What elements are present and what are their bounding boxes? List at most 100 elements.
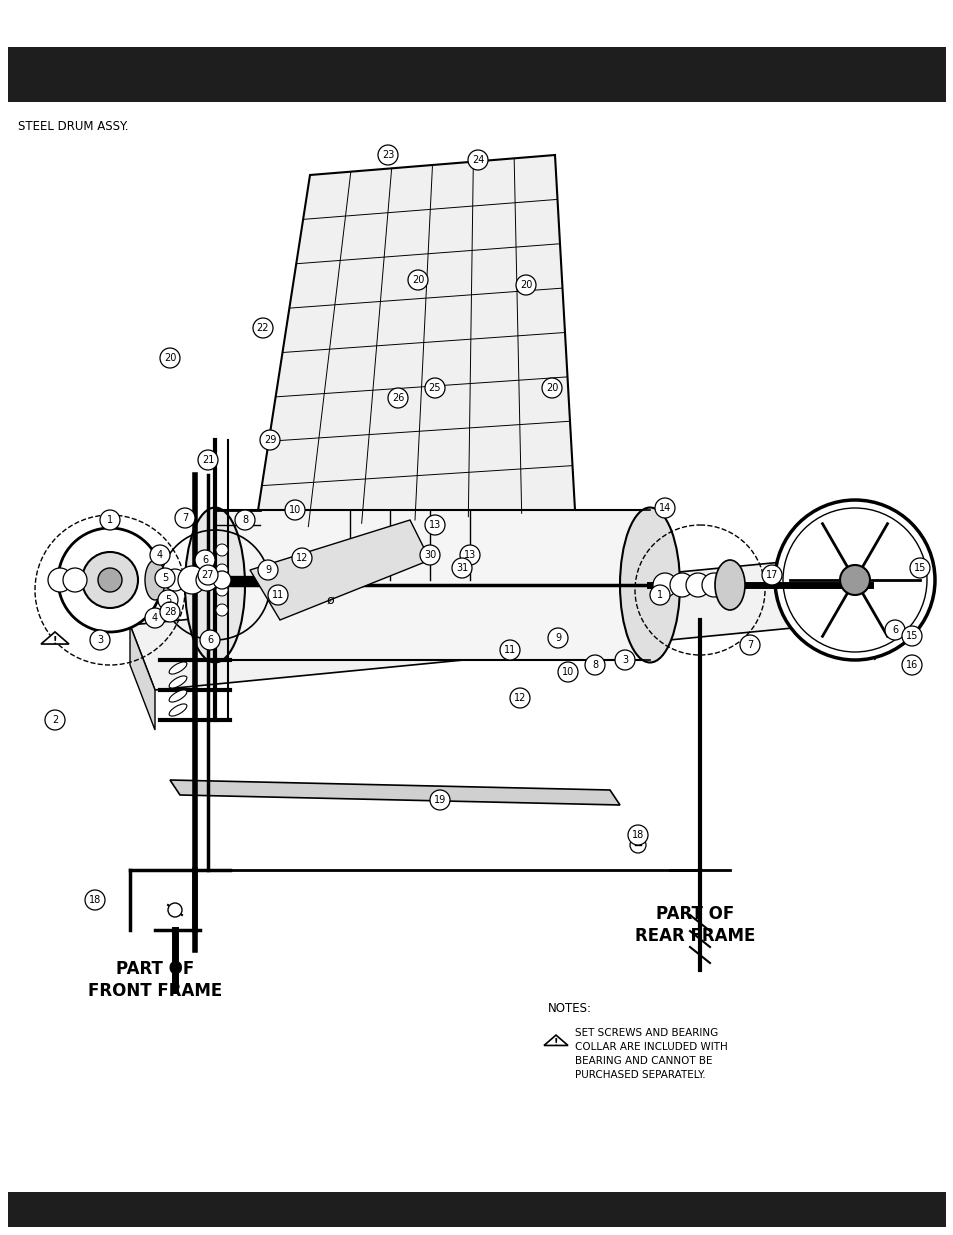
Text: NOTES:: NOTES: xyxy=(547,1002,592,1015)
Text: 11: 11 xyxy=(272,590,284,600)
Text: 3: 3 xyxy=(97,635,103,645)
Circle shape xyxy=(58,529,162,632)
Circle shape xyxy=(452,558,472,578)
Text: 11: 11 xyxy=(503,645,516,655)
Text: 10: 10 xyxy=(561,667,574,677)
Text: 9: 9 xyxy=(265,564,271,576)
Polygon shape xyxy=(214,510,649,659)
Text: PART OF
FRONT FRAME: PART OF FRONT FRAME xyxy=(88,960,222,1000)
Text: 12: 12 xyxy=(514,693,526,703)
Text: 2: 2 xyxy=(51,715,58,725)
Text: 26: 26 xyxy=(392,393,404,403)
Circle shape xyxy=(82,552,138,608)
Circle shape xyxy=(627,825,647,845)
Circle shape xyxy=(168,903,182,918)
Circle shape xyxy=(48,568,71,592)
Text: 31: 31 xyxy=(456,563,468,573)
Ellipse shape xyxy=(145,559,165,600)
Circle shape xyxy=(213,571,231,589)
Circle shape xyxy=(510,688,530,708)
Text: 4: 4 xyxy=(157,550,163,559)
Ellipse shape xyxy=(714,559,744,610)
Polygon shape xyxy=(130,625,154,730)
Circle shape xyxy=(292,548,312,568)
Circle shape xyxy=(615,650,635,671)
Text: 3: 3 xyxy=(621,655,627,664)
Circle shape xyxy=(558,662,578,682)
Text: 20: 20 xyxy=(545,383,558,393)
Text: 10: 10 xyxy=(289,505,301,515)
Circle shape xyxy=(200,630,220,650)
Circle shape xyxy=(669,573,693,597)
Circle shape xyxy=(194,550,214,571)
Text: 6: 6 xyxy=(202,555,208,564)
Circle shape xyxy=(459,545,479,564)
Polygon shape xyxy=(130,555,874,690)
Circle shape xyxy=(424,515,444,535)
Text: PART OF
REAR FRAME: PART OF REAR FRAME xyxy=(634,905,755,945)
Circle shape xyxy=(541,378,561,398)
Polygon shape xyxy=(854,555,874,659)
Text: 14: 14 xyxy=(659,503,670,513)
Circle shape xyxy=(260,430,280,450)
Circle shape xyxy=(701,573,725,597)
Circle shape xyxy=(215,543,228,556)
Circle shape xyxy=(150,545,170,564)
Text: 22: 22 xyxy=(256,324,269,333)
Text: 13: 13 xyxy=(463,550,476,559)
Text: 15: 15 xyxy=(904,631,917,641)
Circle shape xyxy=(215,584,228,597)
Circle shape xyxy=(257,559,277,580)
Circle shape xyxy=(430,790,450,810)
Text: 8: 8 xyxy=(242,515,248,525)
Text: 15: 15 xyxy=(913,563,925,573)
Ellipse shape xyxy=(185,508,245,662)
Text: !: ! xyxy=(52,636,57,646)
Text: 6: 6 xyxy=(207,635,213,645)
Circle shape xyxy=(285,500,305,520)
Circle shape xyxy=(160,601,180,622)
Text: 18: 18 xyxy=(89,895,101,905)
Circle shape xyxy=(198,450,218,471)
Text: 19: 19 xyxy=(434,795,446,805)
Circle shape xyxy=(154,568,174,588)
Circle shape xyxy=(268,585,288,605)
Circle shape xyxy=(516,275,536,295)
Circle shape xyxy=(909,558,929,578)
Circle shape xyxy=(45,710,65,730)
Ellipse shape xyxy=(169,662,187,674)
Text: 5: 5 xyxy=(162,573,168,583)
Text: SET SCREWS AND BEARING
COLLAR ARE INCLUDED WITH
BEARING AND CANNOT BE
PURCHASED : SET SCREWS AND BEARING COLLAR ARE INCLUD… xyxy=(575,1028,727,1079)
Polygon shape xyxy=(543,1035,567,1046)
Circle shape xyxy=(234,510,254,530)
Text: STEEL DRUM ASSY.: STEEL DRUM ASSY. xyxy=(18,120,129,133)
Circle shape xyxy=(100,510,120,530)
FancyBboxPatch shape xyxy=(8,1192,945,1228)
Circle shape xyxy=(164,569,186,592)
Text: 9: 9 xyxy=(555,634,560,643)
Text: 4: 4 xyxy=(152,613,158,622)
Circle shape xyxy=(652,573,677,597)
Circle shape xyxy=(884,620,904,640)
Circle shape xyxy=(685,573,709,597)
Circle shape xyxy=(468,149,488,170)
Polygon shape xyxy=(170,781,619,805)
Text: 20: 20 xyxy=(519,280,532,290)
Circle shape xyxy=(253,317,273,338)
Circle shape xyxy=(195,569,218,592)
Text: !: ! xyxy=(553,1037,558,1049)
Circle shape xyxy=(408,270,428,290)
Ellipse shape xyxy=(169,704,187,716)
Circle shape xyxy=(629,837,645,853)
Text: 17: 17 xyxy=(765,571,778,580)
Text: PAGE 14 — WM-90 PLASTER/MORTAR  MIXER — PARTS MANUAL — REV. #6 (03/04/08): PAGE 14 — WM-90 PLASTER/MORTAR MIXER — P… xyxy=(160,1203,793,1216)
Circle shape xyxy=(98,568,122,592)
Text: 8: 8 xyxy=(591,659,598,671)
Text: 12: 12 xyxy=(295,553,308,563)
Circle shape xyxy=(198,564,218,585)
Text: 1: 1 xyxy=(657,590,662,600)
Circle shape xyxy=(90,630,110,650)
Text: 30: 30 xyxy=(423,550,436,559)
Circle shape xyxy=(774,500,934,659)
Text: 7: 7 xyxy=(182,513,188,522)
